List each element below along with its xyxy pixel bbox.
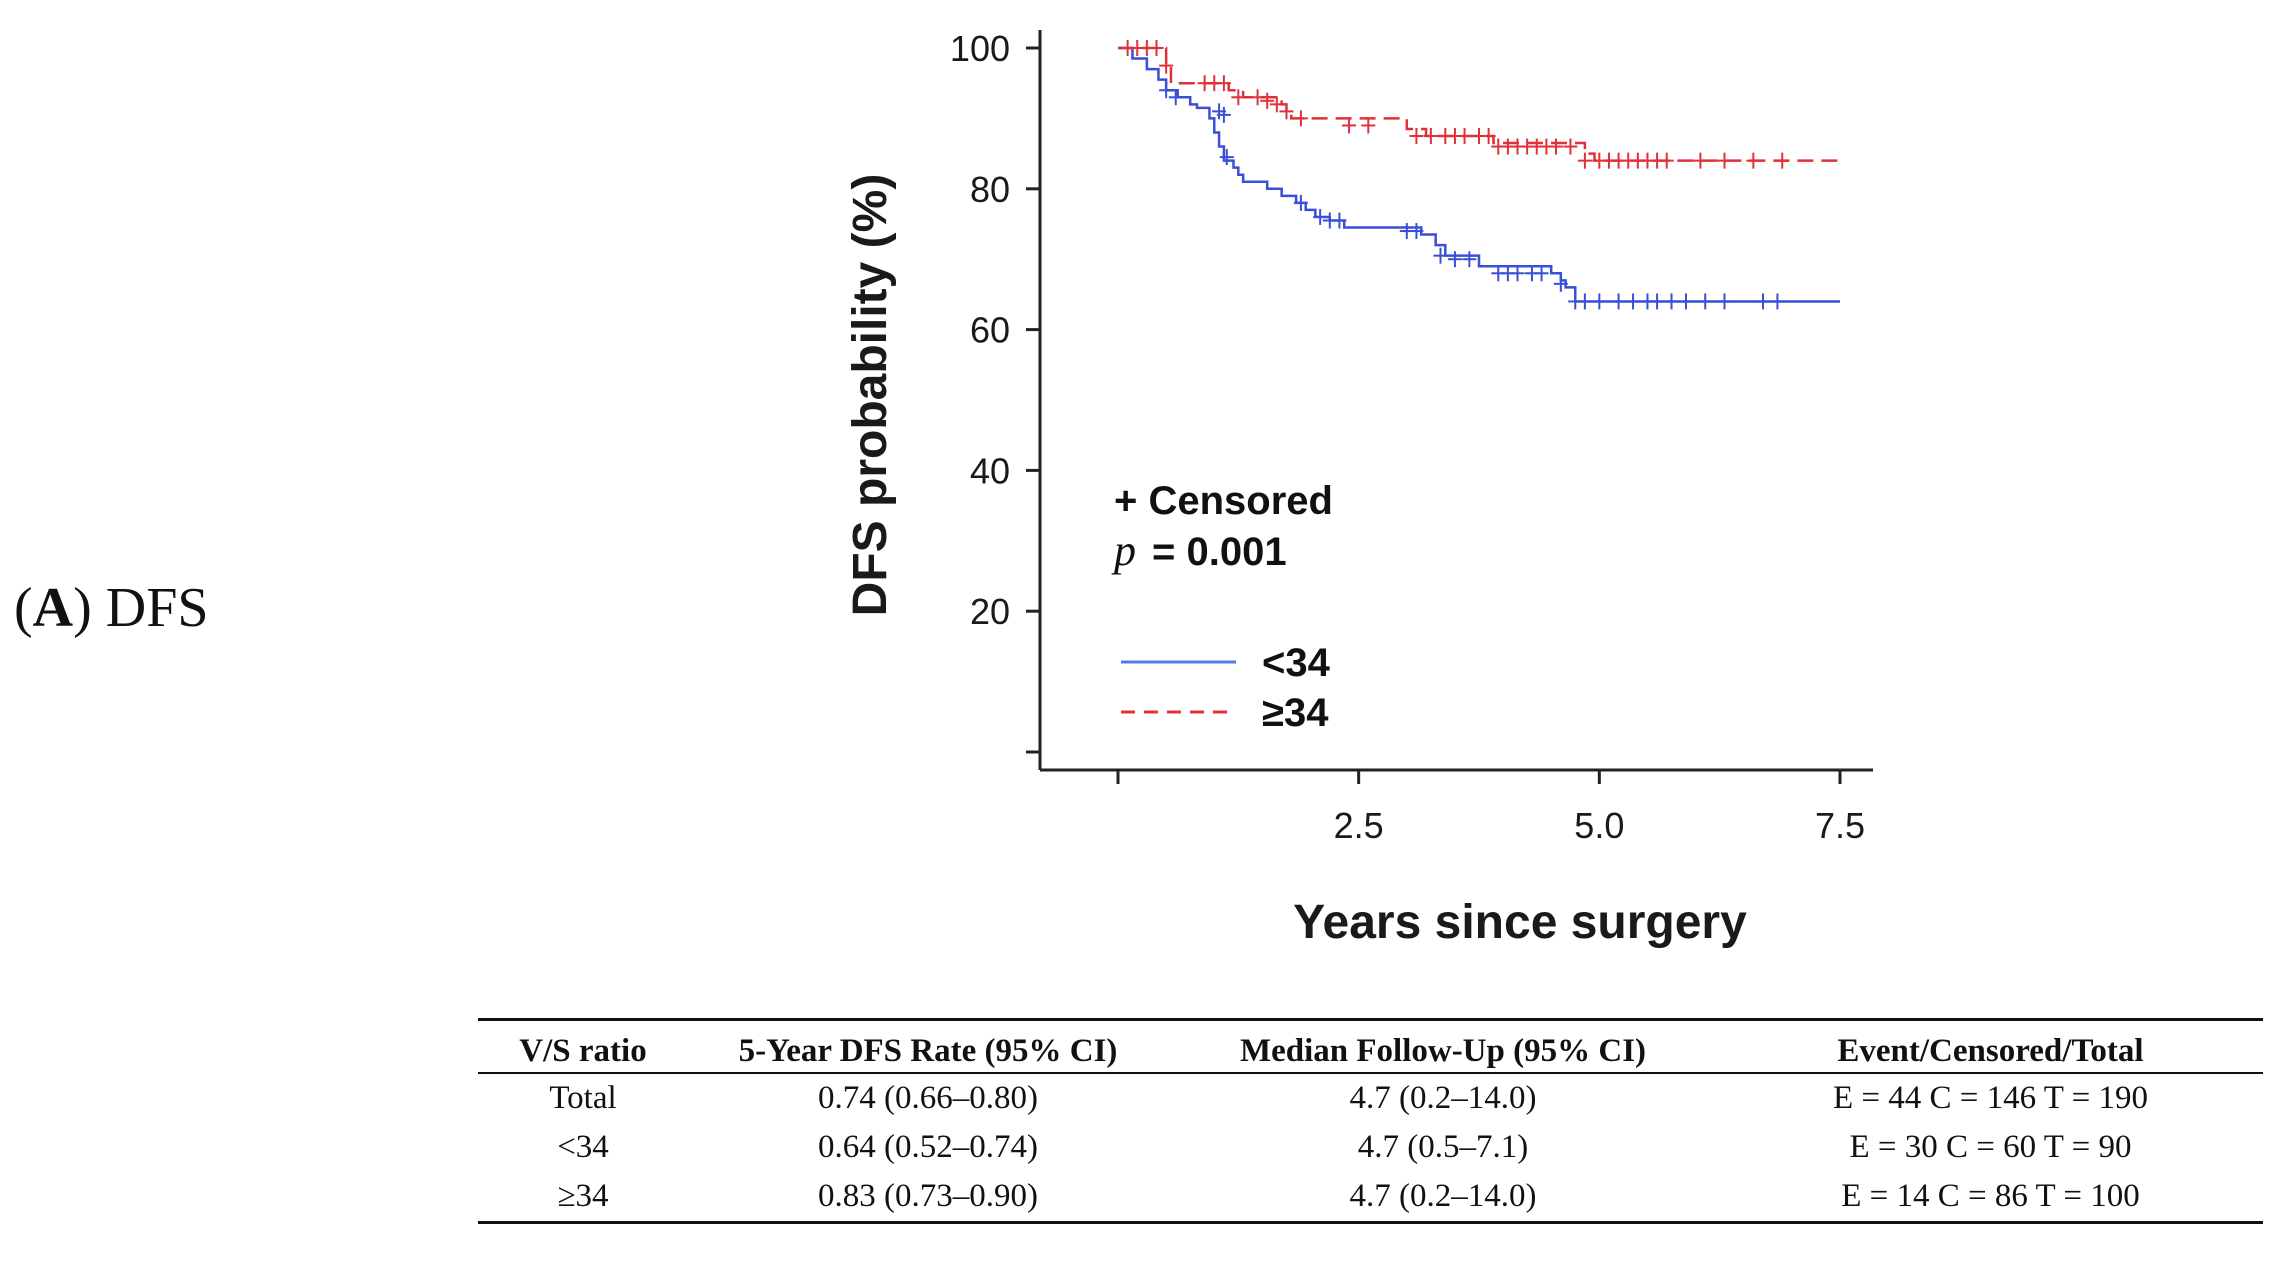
col-header-vs-ratio: V/S ratio — [478, 1018, 688, 1074]
legend-label-ge34: ≥34 — [1262, 691, 1329, 735]
series-layer — [1118, 40, 1840, 310]
y-tick-label: 40 — [970, 450, 1010, 491]
censor-mark — [1746, 152, 1761, 169]
censored-annotation: + Censored — [1114, 479, 1333, 523]
cell-dfs-rate: 0.64 (0.52–0.74) — [818, 1129, 1038, 1165]
censor-mark — [1592, 293, 1607, 310]
censor-mark — [1693, 152, 1708, 169]
censor-mark — [1717, 293, 1732, 310]
censor-mark — [1462, 251, 1477, 268]
censor-mark — [1457, 128, 1472, 144]
cell-counts: E = 44 C = 146 T = 190 — [1833, 1080, 2148, 1116]
cell-dfs-rate: 0.83 (0.73–0.90) — [688, 1172, 1168, 1224]
legend: <34 ≥34 — [1121, 641, 1331, 735]
censor-mark — [1664, 293, 1679, 310]
y-tick-label: 20 — [970, 591, 1010, 632]
censor-mark — [1626, 293, 1641, 310]
summary-table: V/S ratio 5-Year DFS Rate (95% CI) Media… — [478, 1018, 2263, 1224]
censor-mark — [1313, 208, 1328, 225]
censor-mark — [1409, 223, 1424, 240]
panel-close-paren: ) — [73, 577, 92, 639]
censor-mark — [1342, 117, 1357, 134]
censor-mark — [1216, 106, 1231, 123]
table-row: <34 0.64 (0.52–0.74) 4.7 (0.5–7.1) E = 3… — [478, 1123, 2263, 1172]
censor-mark — [1168, 89, 1183, 106]
censor-mark — [1293, 194, 1308, 211]
km-step-line — [1118, 46, 1840, 303]
censor-mark — [1534, 265, 1549, 282]
y-tick-label: 60 — [970, 310, 1010, 351]
censor-mark — [1423, 128, 1438, 144]
cell-follow-up: 4.7 (0.5–7.1) — [1357, 1129, 1529, 1165]
cell-group: <34 — [557, 1129, 609, 1165]
panel-label: (A) DFS — [14, 576, 209, 640]
series-ge34 — [1118, 40, 1840, 169]
panel-name: DFS — [105, 577, 209, 639]
censor-mark — [1279, 103, 1294, 120]
cell-counts: E = 14 C = 86 T = 100 — [1718, 1172, 2263, 1224]
table-row: ≥34 0.83 (0.73–0.90) 4.7 (0.2–14.0) E = … — [478, 1172, 2263, 1224]
cell-dfs-rate: 0.74 (0.66–0.80) — [818, 1080, 1038, 1116]
x-tick-label: 2.5 — [1334, 805, 1384, 846]
censor-mark — [1717, 152, 1732, 169]
censor-mark — [1149, 40, 1164, 56]
cell-follow-up: 4.7 (0.2–14.0) — [1168, 1172, 1718, 1224]
censor-mark — [1770, 293, 1785, 310]
axes — [1038, 30, 1873, 772]
censor-mark — [1678, 293, 1693, 310]
censor-mark — [1409, 128, 1424, 144]
censor-mark — [1260, 92, 1275, 109]
censor-mark — [1698, 293, 1713, 310]
y-ticks: 20 40 60 80 100 — [950, 28, 1040, 754]
panel-letter: A — [32, 577, 74, 639]
col-header-event-censored-total: Event/Censored/Total — [1718, 1018, 2263, 1074]
censor-mark — [1216, 75, 1231, 92]
censor-mark — [1577, 293, 1592, 310]
y-tick-label: 100 — [950, 28, 1010, 69]
censor-mark — [1577, 152, 1592, 169]
censor-mark — [1269, 96, 1284, 113]
censor-mark — [1755, 293, 1770, 310]
censor-mark — [1332, 212, 1347, 229]
censor-mark — [1650, 293, 1665, 310]
table-header-row: V/S ratio 5-Year DFS Rate (95% CI) Media… — [478, 1018, 2263, 1074]
x-ticks: 2.5 5.0 7.5 — [1116, 770, 1865, 846]
col-header-follow-up: Median Follow-Up (95% CI) — [1168, 1018, 1718, 1074]
cell-counts: E = 30 C = 60 T = 90 — [1849, 1129, 2132, 1165]
x-tick-label: 5.0 — [1574, 805, 1624, 846]
legend-label-lt34: <34 — [1262, 641, 1331, 685]
censor-mark — [1563, 138, 1578, 155]
censor-mark — [1293, 110, 1308, 127]
x-tick-label: 7.5 — [1815, 805, 1865, 846]
col-header-dfs-rate: 5-Year DFS Rate (95% CI) — [688, 1018, 1168, 1074]
table-row: Total 0.74 (0.66–0.80) 4.7 (0.2–14.0) E … — [478, 1073, 2263, 1123]
censor-mark — [1481, 128, 1496, 144]
p-symbol: p — [1111, 526, 1136, 575]
censor-mark — [1250, 89, 1265, 106]
p-value-annotation: = 0.001 — [1152, 530, 1287, 574]
censor-mark — [1510, 265, 1525, 282]
censor-mark — [1219, 149, 1234, 166]
y-axis-title: DFS probability (%) — [844, 174, 897, 617]
cell-group: ≥34 — [478, 1172, 688, 1224]
censor-mark — [1553, 275, 1568, 292]
censor-mark — [1447, 251, 1462, 268]
cell-follow-up: 4.7 (0.2–14.0) — [1349, 1080, 1537, 1116]
censor-mark — [1231, 89, 1246, 106]
censor-mark — [1549, 138, 1564, 155]
censor-mark — [1659, 152, 1674, 169]
series-lt34 — [1118, 46, 1840, 310]
y-tick-label: 80 — [970, 169, 1010, 210]
panel-open-paren: ( — [14, 577, 33, 639]
censor-mark — [1775, 152, 1790, 169]
km-chart: 20 40 60 80 100 2.5 5.0 7.5 DFS probability (%… — [844, 28, 1873, 949]
x-axis-title: Years since surgery — [1293, 896, 1747, 949]
censor-mark — [1361, 117, 1376, 134]
censor-mark — [1159, 82, 1174, 99]
cell-group: Total — [549, 1080, 617, 1116]
censor-mark — [1611, 293, 1626, 310]
censor-mark — [1159, 57, 1174, 74]
censor-mark — [1433, 247, 1448, 264]
